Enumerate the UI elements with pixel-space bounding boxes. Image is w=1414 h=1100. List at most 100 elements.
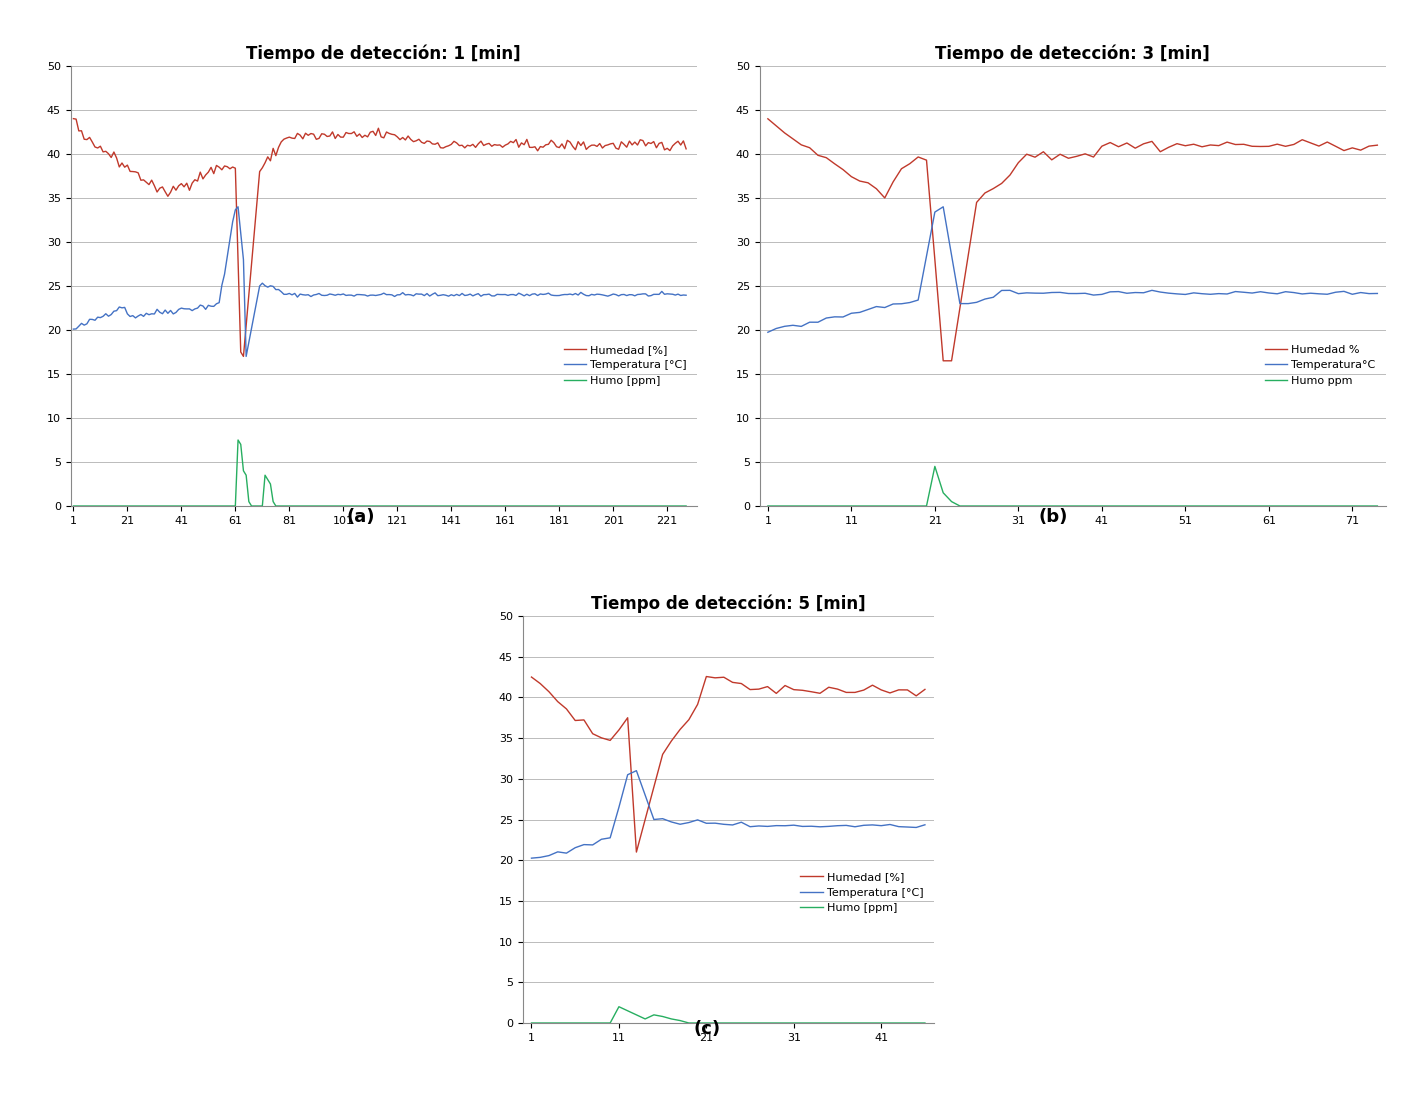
Humedad [%] [812, 686, 829, 700]
Line: Humo [ppm]: Humo [ppm] [74, 440, 686, 506]
Humo [ppm] [559, 1016, 575, 1030]
Temperatura [°C] [759, 820, 776, 833]
Humo [ppm] [549, 1016, 566, 1030]
Humo [ppm] [741, 1016, 758, 1030]
Temperatura [°C] [663, 815, 680, 828]
Humedad [%] [575, 713, 592, 726]
Humo [ppm] [820, 1016, 837, 1030]
Humo [ppm] [812, 1016, 829, 1030]
Humo ppm [759, 499, 776, 513]
Temperatura [°C] [689, 813, 706, 826]
Humo [ppm] [864, 1016, 881, 1030]
Humo [ppm] [803, 1016, 820, 1030]
Humo [ppm] [229, 433, 246, 447]
Temperatura [°C] [619, 768, 636, 781]
Humo [ppm] [464, 499, 481, 513]
Humo [ppm] [602, 1016, 619, 1030]
Temperatura [°C] [837, 818, 854, 832]
Humo [ppm] [551, 499, 568, 513]
Humedad [%] [803, 685, 820, 698]
Temperatura [°C] [628, 764, 645, 778]
Text: (b): (b) [1039, 508, 1068, 527]
Humedad % [894, 162, 911, 175]
Humedad [%] [899, 683, 916, 696]
Humedad [%] [689, 697, 706, 711]
Humedad [%] [795, 684, 812, 697]
Temperatura [°C] [467, 288, 484, 301]
Humo [ppm] [567, 1016, 584, 1030]
Temperatura [°C] [707, 816, 724, 829]
Temperatura [°C] [645, 813, 662, 826]
Text: (c): (c) [693, 1020, 721, 1038]
Humo [ppm] [689, 1016, 706, 1030]
Humedad [%] [235, 350, 252, 363]
Temperatura [°C] [584, 838, 601, 851]
Temperatura [°C] [532, 850, 549, 864]
Humo [ppm] [680, 1016, 697, 1030]
Humedad [%] [837, 685, 854, 698]
Temperatura [°C] [592, 833, 609, 846]
Humedad [%] [847, 685, 864, 698]
Humedad [%] [741, 683, 758, 696]
Temperatura [°C] [847, 821, 864, 834]
Humo [ppm] [776, 1016, 793, 1030]
Temperatura [°C] [655, 812, 672, 825]
Humo [ppm] [645, 1009, 662, 1022]
Humedad [%] [829, 682, 846, 695]
Humedad [%] [523, 141, 540, 154]
Humo [ppm] [847, 1016, 864, 1030]
Humo [ppm] [592, 1016, 609, 1030]
Temperatura°C [1319, 288, 1336, 301]
Temperatura [°C] [553, 288, 570, 301]
Temperatura [°C] [820, 820, 837, 833]
Line: Temperatura [°C]: Temperatura [°C] [74, 207, 686, 356]
Humedad [%] [532, 676, 549, 690]
Humedad [%] [916, 683, 933, 696]
Humedad [%] [855, 683, 872, 696]
Humedad [%] [464, 138, 481, 151]
Humo [ppm] [785, 1016, 802, 1030]
Humo [ppm] [732, 1016, 749, 1030]
Temperatura [°C] [803, 820, 820, 833]
Humo [ppm] [219, 499, 236, 513]
Humo [ppm] [663, 1012, 680, 1025]
Humedad [%] [715, 671, 732, 684]
Temperatura [°C] [523, 851, 540, 865]
Humedad [%] [619, 712, 636, 725]
Humedad % [1319, 135, 1336, 149]
Humedad [%] [592, 732, 609, 745]
Humedad [%] [677, 142, 694, 155]
Temperatura [°C] [602, 832, 619, 845]
Temperatura [°C] [741, 821, 758, 834]
Humo [ppm] [677, 499, 694, 513]
Humo [ppm] [899, 1016, 916, 1030]
Temperatura [°C] [699, 816, 715, 829]
Humedad % [759, 112, 776, 125]
Temperatura [°C] [724, 818, 741, 832]
Humo [ppm] [584, 1016, 601, 1030]
Humo ppm [1319, 499, 1336, 513]
Humedad [%] [567, 714, 584, 727]
Temperatura°C [759, 326, 776, 339]
Humedad [%] [540, 685, 557, 698]
Text: (a): (a) [346, 508, 375, 527]
Temperatura [°C] [567, 842, 584, 855]
Humedad [%] [645, 780, 662, 793]
Humo [ppm] [795, 1016, 812, 1030]
Temperatura [°C] [636, 789, 653, 802]
Humo [ppm] [707, 1016, 724, 1030]
Humo ppm [926, 460, 943, 473]
Temperatura [°C] [829, 820, 846, 833]
Humedad [%] [759, 680, 776, 693]
Humedad [%] [872, 683, 889, 696]
Temperatura [°C] [526, 287, 543, 300]
Humo [ppm] [891, 1016, 908, 1030]
Humedad [%] [881, 686, 898, 700]
Humedad [%] [672, 723, 689, 736]
Humo [ppm] [855, 1016, 872, 1030]
Humo [ppm] [872, 1016, 889, 1030]
Temperatura [°C] [677, 288, 694, 301]
Humedad [%] [751, 682, 768, 695]
Temperatura°C [885, 297, 902, 310]
Humo ppm [1102, 499, 1118, 513]
